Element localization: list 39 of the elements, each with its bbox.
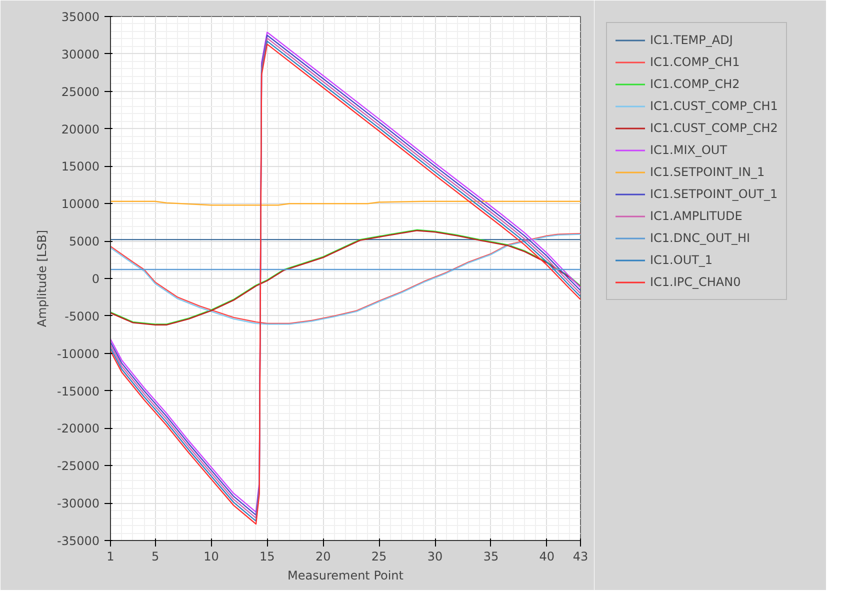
x-tick-label: 10 — [204, 550, 219, 564]
y-tick-label: -15000 — [56, 384, 100, 398]
legend-label: IC1.COMP_CH2 — [650, 77, 740, 91]
y-tick-label: 25000 — [61, 84, 100, 99]
y-tick-label: -20000 — [56, 422, 100, 436]
y-tick-label: 10000 — [61, 197, 100, 212]
y-tick-label: 0 — [92, 272, 100, 286]
y-tick-label: -5000 — [64, 309, 100, 324]
legend-label: IC1.SETPOINT_IN_1 — [650, 165, 765, 179]
legend-label: IC1.AMPLITUDE — [650, 209, 742, 223]
legend-label: IC1.TEMP_ADJ — [650, 33, 733, 47]
y-tick-label: 15000 — [61, 160, 100, 174]
y-tick-label: -25000 — [56, 459, 100, 474]
legend-label: IC1.CUST_COMP_CH1 — [650, 99, 778, 113]
legend-label: IC1.OUT_1 — [650, 253, 713, 267]
legend-label: IC1.MIX_OUT — [650, 143, 728, 157]
y-axis-title: Amplitude [LSB] — [34, 230, 49, 328]
x-tick-label: 35 — [483, 550, 499, 564]
y-tick-label: 35000 — [61, 10, 100, 24]
y-tick-label: 5000 — [68, 234, 100, 249]
y-tick-label: -30000 — [56, 496, 100, 511]
x-axis-title: Measurement Point — [288, 568, 404, 582]
y-tick-label: 30000 — [61, 47, 100, 62]
legend-label: IC1.CUST_COMP_CH2 — [650, 121, 778, 135]
x-tick-label: 20 — [315, 550, 331, 564]
legend-label: IC1.COMP_CH1 — [650, 55, 740, 69]
x-tick-label: 40 — [539, 550, 555, 564]
legend-label: IC1.SETPOINT_OUT_1 — [650, 187, 778, 201]
x-tick-label: 30 — [427, 550, 443, 564]
x-tick-label: 25 — [371, 550, 387, 564]
x-tick-label: 15 — [260, 550, 275, 564]
x-tick-label: 1 — [106, 550, 114, 564]
x-tick-label: 5 — [151, 550, 160, 564]
y-tick-label: -35000 — [56, 534, 100, 548]
y-tick-label: -10000 — [56, 346, 100, 361]
x-tick-label: 43 — [572, 550, 588, 564]
legend-label: IC1.IPC_CHAN0 — [650, 275, 741, 289]
y-tick-label: 20000 — [61, 122, 100, 136]
legend-label: IC1.DNC_OUT_HI — [650, 231, 750, 245]
